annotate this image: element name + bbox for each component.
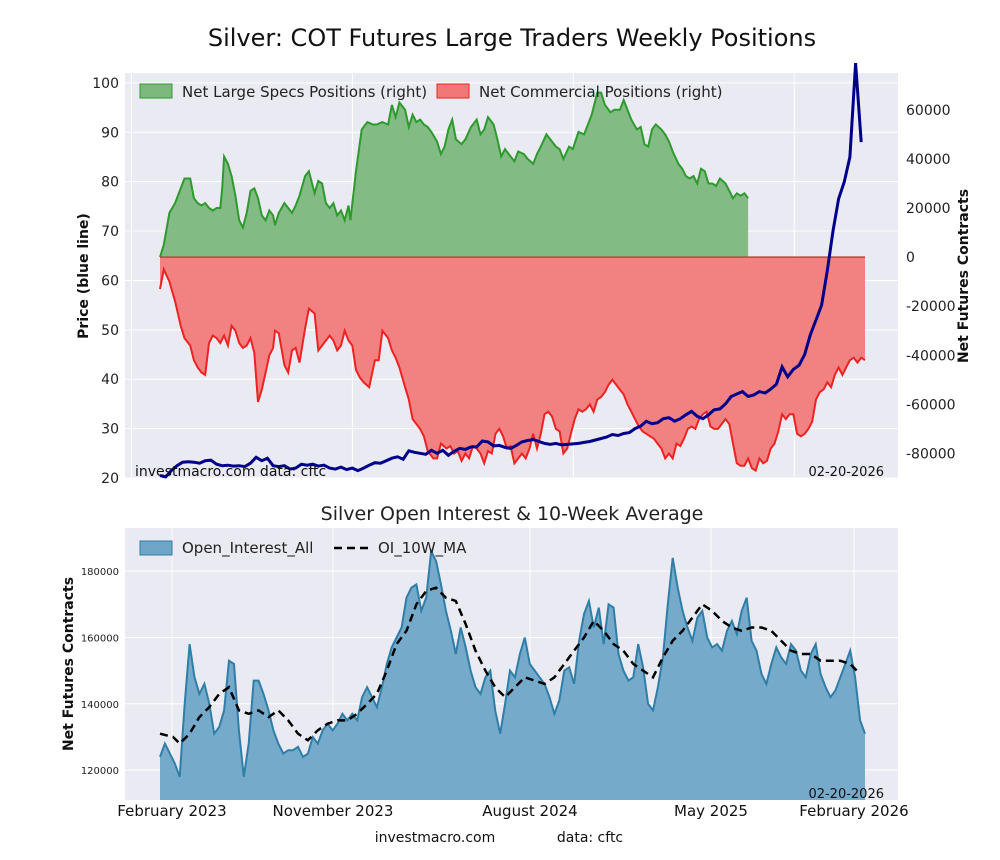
top-left-tick-50: 50 — [101, 323, 119, 339]
specs-area — [160, 92, 749, 258]
top-left-tick-60: 60 — [101, 273, 119, 289]
x-tick-label: August 2024 — [482, 802, 577, 820]
top-watermark-date: 02-20-2026 — [808, 465, 884, 480]
top-left-tick-40: 40 — [101, 372, 119, 388]
open-interest-line — [159, 547, 866, 778]
x-tick-label: May 2025 — [674, 802, 748, 820]
footer-data: data: cftc — [557, 830, 623, 846]
bottom-y-tick-120000: 120000 — [81, 766, 119, 777]
bottom-y-tick-140000: 140000 — [81, 700, 119, 711]
bottom-title: Silver Open Interest & 10-Week Average — [321, 503, 704, 525]
x-tick-label: February 2023 — [117, 802, 226, 820]
legend-specs-label: Net Large Specs Positions (right) — [182, 83, 427, 101]
legend-oi-swatch — [139, 540, 173, 556]
oi-ma-line — [159, 586, 861, 746]
commercial-area — [160, 257, 865, 471]
bottom-y-tick-160000: 160000 — [81, 633, 119, 644]
legend-oi-label: Open_Interest_All — [182, 539, 313, 558]
legend-commercial-swatch — [436, 83, 470, 99]
bottom-watermark-date: 02-20-2026 — [808, 787, 884, 802]
top-left-tick-70: 70 — [101, 224, 119, 240]
top-ylabel-right: Net Futures Contracts — [956, 189, 972, 363]
specs-line — [159, 91, 749, 258]
legend-ma-label: OI_10W_MA — [378, 539, 467, 558]
commercial-line — [159, 266, 866, 473]
bottom-y-tick-180000: 180000 — [81, 567, 119, 578]
top-right-tick--80000: -80000 — [906, 446, 956, 462]
footer-source: investmacro.com — [375, 830, 495, 846]
legend-commercial-label: Net Commercial Positions (right) — [479, 83, 723, 101]
top-left-tick-80: 80 — [101, 175, 119, 191]
top-right-tick--40000: -40000 — [906, 348, 956, 364]
top-right-tick-40000: 40000 — [906, 152, 951, 168]
x-tick-label: November 2023 — [273, 802, 394, 820]
legend-specs-swatch — [139, 83, 173, 99]
price-line — [159, 62, 863, 479]
top-right-tick--60000: -60000 — [906, 397, 956, 413]
figure-title: Silver: COT Futures Large Traders Weekly… — [208, 24, 816, 52]
x-tick-label: February 2026 — [799, 802, 908, 820]
top-left-tick-30: 30 — [101, 422, 119, 438]
top-right-tick-60000: 60000 — [906, 103, 951, 119]
top-right-tick-0: 0 — [906, 250, 915, 266]
top-left-tick-90: 90 — [101, 125, 119, 141]
top-chart: 20 30 40 50 60 70 80 90 100 -80000 -60000 -40000 -20… — [76, 62, 972, 487]
bottom-chart: Silver Open Interest & 10-Week Average Fe… — [61, 503, 909, 820]
top-left-tick-100: 100 — [92, 76, 119, 92]
top-left-tick-20: 20 — [101, 471, 119, 487]
top-ylabel-left: Price (blue line) — [76, 213, 92, 339]
top-right-tick--20000: -20000 — [906, 299, 956, 315]
top-right-tick-20000: 20000 — [906, 201, 951, 217]
top-watermark-left: investmacro.com data: cftc — [135, 464, 326, 480]
bottom-ylabel: Net Futures Contracts — [61, 577, 77, 751]
